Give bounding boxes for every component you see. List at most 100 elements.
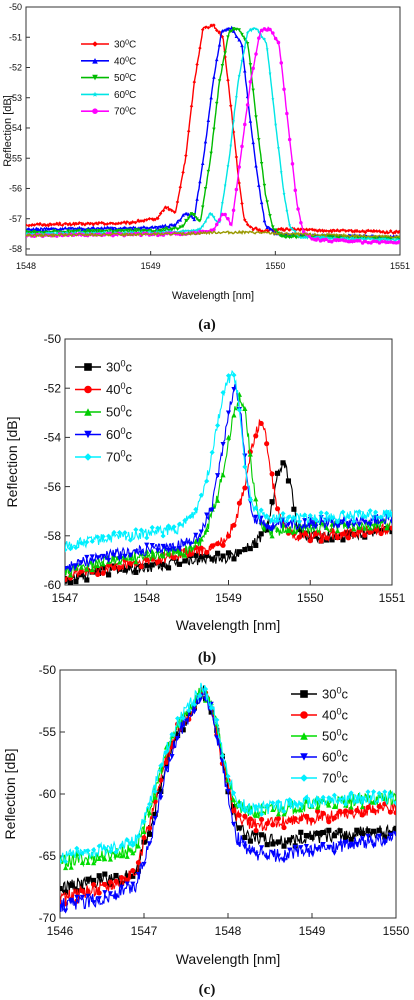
chart-a-series-2-point bbox=[175, 219, 180, 224]
chart-a-series-5-point bbox=[245, 103, 250, 107]
chart-a-series-5-point bbox=[229, 222, 233, 226]
chart-b-series-4-point bbox=[116, 556, 123, 562]
chart-a-series-1-point bbox=[147, 216, 152, 221]
chart-a-series-1-point bbox=[344, 229, 348, 233]
chart-a-series-5-point bbox=[313, 237, 317, 242]
chart-a-series-4-point bbox=[55, 231, 59, 235]
chart-c-legend-marker bbox=[300, 753, 308, 761]
chart-a-series-5-point bbox=[349, 239, 354, 244]
chart-a-series-1-point bbox=[153, 217, 157, 222]
chart-a-series-3-point bbox=[248, 63, 253, 67]
chart-c-series-5-point bbox=[208, 705, 214, 711]
chart-c-y-tick-label: -70 bbox=[39, 911, 57, 925]
chart-b-series-4-point bbox=[100, 553, 106, 559]
chart-b-series-2-point bbox=[389, 525, 392, 531]
chart-a-series-2-point bbox=[195, 197, 199, 201]
chart-b-series-4-point bbox=[127, 552, 133, 558]
chart-b-series-3-point bbox=[100, 561, 106, 567]
chart-a-series-4-point bbox=[212, 215, 216, 219]
chart-c-series-4-point bbox=[163, 766, 169, 772]
chart-a-series-1-point bbox=[203, 25, 208, 30]
chart-c-series-2-point bbox=[292, 816, 298, 822]
chart-a-series-1-point bbox=[346, 228, 351, 233]
chart-c-legend-marker bbox=[300, 711, 308, 719]
chart-a-series-2-point bbox=[257, 183, 261, 187]
chart-a-legend-label: 300C bbox=[114, 39, 136, 51]
chart-a-series-5-point bbox=[293, 188, 298, 193]
chart-b-series-5-point bbox=[220, 389, 226, 396]
chart-c-series-4-point bbox=[281, 858, 287, 864]
chart-b-series-4-point bbox=[313, 524, 319, 530]
chart-c-series-4-point bbox=[107, 891, 113, 897]
chart-a-series-4-point bbox=[302, 236, 306, 240]
chart-a-series-1-point bbox=[105, 222, 110, 226]
chart-c-series-5-point bbox=[214, 717, 220, 723]
chart-c-series-2-point bbox=[264, 821, 270, 827]
chart-c-series-3-point bbox=[91, 860, 97, 866]
chart-c-series-2-point bbox=[236, 812, 242, 818]
chart-b-legend-marker bbox=[84, 363, 92, 371]
chart-b-series-4-point bbox=[89, 554, 95, 560]
chart-a-series-2-point bbox=[212, 75, 216, 79]
chart-c-series-5-point bbox=[331, 792, 337, 798]
chart-c-x-ticks: 1546 1547 1548 1549 1550 bbox=[47, 913, 410, 938]
chart-b-series-4-point bbox=[84, 554, 90, 560]
chart-a-series-4-point bbox=[217, 220, 222, 224]
chart-a-series-5-point bbox=[290, 162, 295, 166]
chart-b-legend-marker bbox=[84, 385, 92, 394]
chart-b-series-4-point bbox=[269, 526, 275, 532]
chart-c-series-4-point bbox=[270, 850, 276, 856]
chart-b-series-4-point bbox=[389, 519, 392, 525]
chart-c-series-3-point bbox=[270, 806, 276, 813]
chart-c-series-4-point bbox=[359, 836, 365, 842]
chart-b-series-1-point bbox=[204, 552, 210, 558]
chart-a-series-1-point bbox=[304, 227, 309, 232]
chart-b-legend-label: 300c bbox=[106, 359, 133, 375]
chart-b-series-1-point bbox=[329, 537, 335, 543]
chart-a-series-1-point bbox=[41, 223, 45, 227]
chart-b-series-4-point bbox=[95, 555, 101, 561]
chart-c-series-4-point bbox=[141, 861, 147, 867]
chart-b-series-2-point bbox=[95, 571, 101, 577]
chart-c-series-1-point bbox=[152, 811, 158, 817]
chart-a-series-4-point bbox=[344, 236, 348, 240]
chart-a-series-5-point bbox=[380, 239, 384, 244]
chart-c-series-1-point bbox=[208, 709, 214, 715]
chart-b-series-1-point bbox=[231, 556, 237, 562]
chart-a-series-5-point bbox=[214, 222, 219, 227]
chart-b-series-3-point bbox=[291, 528, 297, 534]
chart-b-series-5-point bbox=[285, 514, 292, 520]
chart-a-series-1-point bbox=[128, 221, 132, 226]
chart-b-series-5-point bbox=[149, 524, 155, 531]
chart-a-x-tick-label: 1551 bbox=[390, 261, 410, 271]
chart-c-series-4-point bbox=[253, 851, 259, 857]
chart-a-series-5-point bbox=[271, 31, 275, 35]
chart-a-series-3-point bbox=[285, 234, 289, 239]
chart-b-series-2-point bbox=[220, 542, 226, 548]
chart-c-series-3-point bbox=[152, 794, 158, 800]
chart-b-series-5-point bbox=[111, 529, 117, 536]
chart-a-series-1-point bbox=[360, 229, 365, 233]
chart-c-series-5-point bbox=[119, 842, 125, 848]
chart-a-legend-label: 700C bbox=[114, 106, 136, 118]
chart-a-series-2-point bbox=[181, 213, 185, 217]
chart-c-series-4-point bbox=[382, 840, 388, 846]
chart-a-series-4-point bbox=[360, 236, 365, 240]
chart-a-series-3-point bbox=[200, 205, 205, 209]
chart-b-series-4-point bbox=[106, 557, 112, 563]
chart-a-series-1-point bbox=[122, 220, 126, 224]
chart-a-series-3-point bbox=[99, 229, 104, 234]
chart-a-series-5-point bbox=[332, 238, 337, 242]
chart-c-series-2-point bbox=[303, 813, 309, 819]
chart-c-series-5-point bbox=[96, 843, 102, 849]
chart-c-series-1-point bbox=[382, 834, 388, 840]
chart-b-series-5-point bbox=[296, 519, 302, 525]
chart-a-series-5-point bbox=[391, 240, 396, 245]
chart-b-series-2-point bbox=[171, 555, 177, 561]
chart-c-series-4-point bbox=[68, 897, 74, 903]
chart-a-series-1-point bbox=[332, 228, 337, 233]
chart-c-series-5-point bbox=[197, 692, 203, 699]
chart-c-series-1-point bbox=[259, 832, 265, 838]
chart-a-series-3-point bbox=[186, 216, 191, 221]
chart-c-series-5-point bbox=[247, 810, 253, 816]
